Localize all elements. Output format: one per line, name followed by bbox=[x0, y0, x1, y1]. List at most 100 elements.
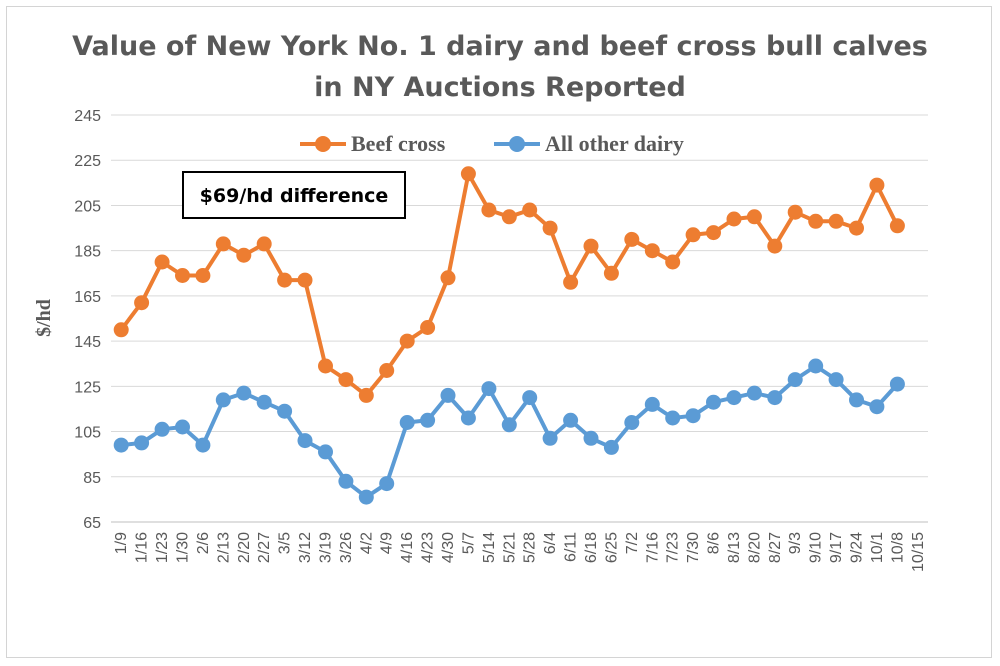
series-layer bbox=[113, 166, 905, 505]
x-tick-label: 2/13 bbox=[215, 532, 232, 563]
y-tick-label: 205 bbox=[74, 198, 101, 215]
data-point-beef-cross bbox=[889, 218, 905, 234]
data-point-beef-cross bbox=[603, 265, 619, 281]
data-point-all-other-dairy bbox=[767, 390, 783, 406]
x-tick-labels: 1/9 1/16 1/23 1/30 2/6 2/13 2/20 2/27 3/5 3/12 3/1… bbox=[113, 532, 927, 572]
data-point-all-other-dairy bbox=[420, 412, 436, 428]
x-tick-label: 5/28 bbox=[522, 532, 539, 563]
data-point-beef-cross bbox=[195, 268, 211, 283]
x-tick-label: 10/1 bbox=[869, 532, 886, 563]
x-tick-label: 8/20 bbox=[746, 532, 763, 563]
data-point-beef-cross bbox=[236, 247, 252, 263]
annotation-text: $69/hd difference bbox=[200, 185, 389, 207]
x-tick-label: 6/4 bbox=[542, 532, 559, 554]
data-point-all-other-dairy bbox=[828, 372, 844, 388]
data-point-all-other-dairy bbox=[440, 387, 456, 403]
chart-title-line-2: in NY Auctions Reported bbox=[314, 72, 686, 103]
data-point-all-other-dairy bbox=[277, 403, 293, 419]
chart-title-line-1: Value of New York No. 1 dairy and beef c… bbox=[72, 31, 928, 62]
x-tick-label: 10/15 bbox=[910, 532, 927, 572]
data-point-all-other-dairy bbox=[685, 408, 701, 424]
series-beef-cross bbox=[113, 166, 905, 403]
y-gridlines bbox=[111, 114, 928, 523]
legend-item-all-other-dairy: All other dairy bbox=[494, 131, 684, 156]
series-all-other-dairy bbox=[113, 358, 905, 505]
x-tick-label: 6/18 bbox=[583, 532, 600, 563]
data-point-beef-cross bbox=[154, 254, 170, 270]
x-tick-label: 5/14 bbox=[481, 532, 498, 563]
data-point-all-other-dairy bbox=[460, 410, 476, 426]
data-point-all-other-dairy bbox=[399, 415, 415, 430]
data-point-all-other-dairy bbox=[379, 476, 395, 492]
legend-item-beef-cross: Beef cross bbox=[300, 131, 446, 156]
data-point-beef-cross bbox=[746, 209, 762, 225]
x-tick-label: 7/2 bbox=[624, 532, 641, 554]
y-tick-label: 165 bbox=[74, 289, 101, 306]
data-point-all-other-dairy bbox=[154, 421, 170, 437]
data-point-all-other-dairy bbox=[624, 415, 640, 430]
data-point-all-other-dairy bbox=[297, 433, 313, 449]
data-point-all-other-dairy bbox=[563, 412, 579, 428]
x-tick-label: 6/25 bbox=[603, 532, 620, 563]
x-tick-label: 4/16 bbox=[399, 532, 416, 563]
data-point-beef-cross bbox=[767, 238, 783, 254]
x-tick-label: 8/27 bbox=[767, 532, 784, 563]
x-tick-label: 8/13 bbox=[726, 532, 743, 563]
data-point-beef-cross bbox=[481, 202, 497, 218]
annotation-box: $69/hd difference bbox=[182, 171, 406, 219]
x-tick-label: 9/17 bbox=[828, 532, 845, 563]
data-point-beef-cross bbox=[563, 274, 579, 290]
x-tick-label: 10/8 bbox=[889, 532, 906, 563]
x-tick-label: 3/12 bbox=[297, 532, 314, 563]
data-point-all-other-dairy bbox=[726, 390, 742, 406]
data-point-all-other-dairy bbox=[215, 392, 231, 408]
y-tick-label: 185 bbox=[74, 244, 101, 261]
data-point-all-other-dairy bbox=[787, 372, 803, 388]
legend-marker-beef-cross bbox=[315, 136, 331, 152]
x-tick-label: 2/20 bbox=[236, 532, 253, 563]
data-point-beef-cross bbox=[379, 363, 395, 378]
x-tick-label: 2/6 bbox=[195, 532, 212, 554]
y-tick-label: 225 bbox=[74, 153, 101, 170]
data-point-all-other-dairy bbox=[665, 410, 681, 426]
data-point-beef-cross bbox=[440, 270, 456, 286]
x-tick-label: 4/2 bbox=[358, 532, 375, 554]
legend-marker-all-other-dairy bbox=[509, 136, 525, 152]
x-tick-label: 7/30 bbox=[685, 532, 702, 563]
data-point-beef-cross bbox=[787, 204, 803, 220]
x-tick-label: 7/23 bbox=[665, 532, 682, 563]
data-point-all-other-dairy bbox=[808, 358, 824, 374]
data-point-beef-cross bbox=[624, 231, 640, 247]
data-point-beef-cross bbox=[215, 236, 231, 252]
data-point-all-other-dairy bbox=[746, 385, 762, 401]
data-point-all-other-dairy bbox=[583, 430, 599, 446]
data-point-beef-cross bbox=[808, 213, 824, 229]
data-point-all-other-dairy bbox=[869, 399, 885, 415]
y-tick-label: 125 bbox=[74, 379, 101, 396]
data-point-beef-cross bbox=[256, 236, 272, 252]
data-point-beef-cross bbox=[849, 220, 864, 236]
data-point-beef-cross bbox=[358, 387, 374, 403]
data-point-all-other-dairy bbox=[175, 419, 190, 435]
x-tick-label: 6/11 bbox=[563, 532, 580, 562]
x-tick-label: 3/5 bbox=[277, 532, 294, 554]
data-point-beef-cross bbox=[420, 320, 436, 335]
x-tick-label: 4/23 bbox=[420, 532, 437, 563]
x-tick-label: 7/16 bbox=[644, 532, 661, 563]
data-point-all-other-dairy bbox=[358, 489, 374, 505]
data-point-beef-cross bbox=[399, 333, 415, 349]
data-point-beef-cross bbox=[297, 272, 313, 288]
data-point-beef-cross bbox=[277, 272, 293, 288]
data-point-beef-cross bbox=[460, 166, 476, 182]
x-tick-label: 3/26 bbox=[338, 532, 355, 563]
data-point-all-other-dairy bbox=[849, 392, 864, 408]
data-point-all-other-dairy bbox=[501, 417, 517, 433]
data-point-all-other-dairy bbox=[481, 381, 497, 397]
data-point-all-other-dairy bbox=[889, 376, 905, 392]
x-tick-label: 4/30 bbox=[440, 532, 457, 563]
data-point-all-other-dairy bbox=[318, 444, 333, 460]
data-point-beef-cross bbox=[113, 322, 129, 338]
data-point-beef-cross bbox=[175, 268, 190, 283]
data-point-beef-cross bbox=[828, 213, 844, 229]
